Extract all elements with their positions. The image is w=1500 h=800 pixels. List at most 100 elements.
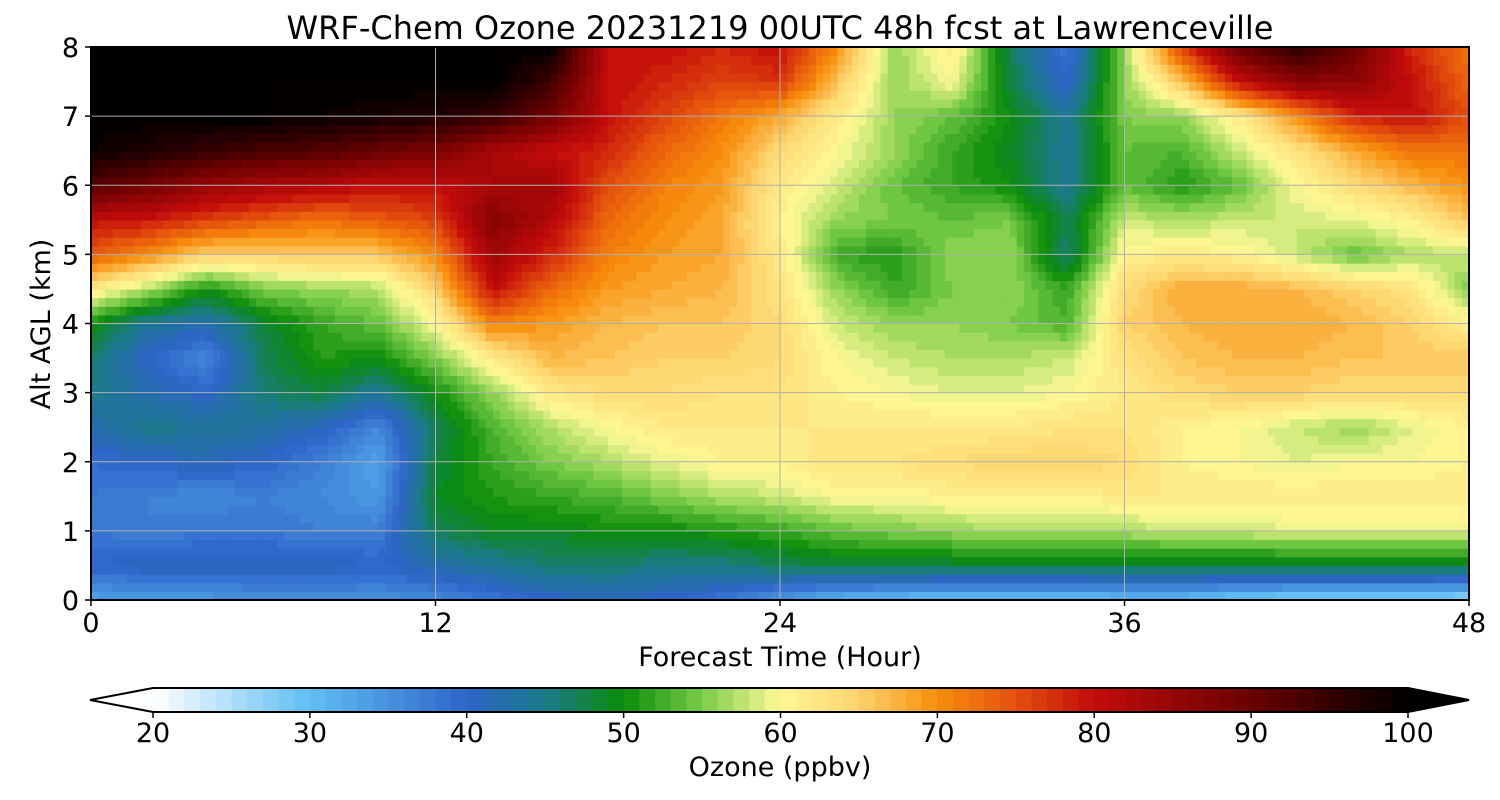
ozone-cell <box>1009 383 1018 394</box>
ozone-cell <box>1339 487 1348 497</box>
ozone-cell <box>528 591 537 601</box>
ozone-cell <box>937 453 946 463</box>
ozone-cell <box>557 582 566 592</box>
ozone-cell <box>586 539 594 549</box>
ozone-cell <box>1138 409 1147 420</box>
ozone-cell <box>1196 574 1205 584</box>
ozone-cell <box>614 556 623 567</box>
ozone-cell <box>1440 375 1449 385</box>
ozone-cell <box>1354 418 1362 428</box>
ozone-cell <box>1038 427 1047 437</box>
ozone-cell <box>514 522 523 532</box>
ozone-cell <box>837 444 846 454</box>
ozone-cell <box>693 522 702 532</box>
ozone-cell <box>1203 401 1212 411</box>
ozone-cell <box>1117 444 1126 454</box>
ozone-cell <box>1253 453 1262 463</box>
ozone-cell <box>1311 556 1319 567</box>
ozone-cell <box>399 401 408 411</box>
ozone-cell <box>593 427 602 437</box>
ozone-cell <box>708 556 717 567</box>
ozone-cell <box>1052 444 1061 454</box>
ozone-cell <box>471 383 480 394</box>
ozone-cell <box>988 565 996 575</box>
ozone-cell <box>765 375 774 385</box>
ozone-cell <box>880 565 889 575</box>
ozone-cell <box>880 539 889 549</box>
ozone-cell <box>248 565 257 575</box>
ozone-cell <box>937 574 946 584</box>
ozone-cell <box>442 444 451 454</box>
ozone-cell <box>1181 487 1190 497</box>
ozone-cell <box>909 435 917 446</box>
ozone-cell <box>1418 418 1427 428</box>
ozone-cell <box>765 530 774 541</box>
ozone-cell <box>184 591 193 601</box>
ozone-cell <box>937 409 946 420</box>
ozone-cell <box>162 383 171 394</box>
ozone-cell <box>105 461 114 471</box>
ozone-cell <box>851 504 860 515</box>
ozone-cell <box>1102 522 1111 532</box>
ozone-cell <box>1397 444 1406 454</box>
ozone-cell <box>1052 548 1061 558</box>
ozone-cell <box>134 591 142 601</box>
ozone-cell <box>966 574 975 584</box>
ozone-cell <box>435 539 444 549</box>
ozone-cell <box>1461 383 1470 394</box>
ozone-cell <box>1059 522 1068 532</box>
ozone-cell <box>1095 582 1104 592</box>
ozone-cell <box>952 496 961 506</box>
ozone-cell <box>988 409 996 420</box>
ozone-cell <box>966 375 975 385</box>
ozone-cell <box>198 444 207 454</box>
ozone-cell <box>1203 539 1212 549</box>
ozone-cell <box>1224 504 1233 515</box>
ozone-cell <box>708 383 717 394</box>
ozone-cell <box>464 461 472 471</box>
ozone-cell <box>909 574 917 584</box>
ozone-cell <box>693 375 702 385</box>
ozone-cell <box>528 479 537 489</box>
ozone-cell <box>1354 548 1362 558</box>
ozone-cell <box>457 375 465 385</box>
ozone-cell <box>1390 522 1398 532</box>
ozone-cell <box>385 453 394 463</box>
ozone-cell <box>1325 504 1334 515</box>
ozone-cell <box>1461 513 1470 523</box>
ozone-cell <box>858 427 867 437</box>
ozone-cell <box>363 479 372 489</box>
ozone-cell <box>686 487 695 497</box>
ozone-cell <box>1454 539 1463 549</box>
ozone-cell <box>758 409 767 420</box>
ozone-cell <box>1110 444 1118 454</box>
ozone-cell <box>1052 392 1061 402</box>
ozone-cell <box>1110 427 1118 437</box>
ozone-cell <box>1375 479 1384 489</box>
ozone-cell <box>1418 461 1427 471</box>
ozone-cell <box>794 556 803 567</box>
ozone-cell <box>198 548 207 558</box>
ozone-cell <box>600 582 609 592</box>
ozone-cell <box>392 522 401 532</box>
ozone-cell <box>586 444 594 454</box>
ozone-cell <box>1375 470 1384 480</box>
ozone-cell <box>1224 487 1233 497</box>
ozone-cell <box>686 409 695 420</box>
ozone-cell <box>787 470 795 480</box>
ozone-cell <box>421 582 429 592</box>
ozone-cell <box>98 539 106 549</box>
ozone-cell <box>248 392 257 402</box>
ozone-cell <box>1174 591 1183 601</box>
ozone-cell <box>629 565 638 575</box>
ozone-cell <box>622 530 630 541</box>
ozone-cell <box>1332 479 1341 489</box>
ozone-cell <box>815 375 824 385</box>
ozone-cell <box>335 522 343 532</box>
ozone-cell <box>1016 522 1025 532</box>
ozone-cell <box>1002 496 1011 506</box>
ozone-cell <box>1203 383 1212 394</box>
ozone-cell <box>177 539 185 549</box>
ozone-cell <box>1045 548 1054 558</box>
ozone-cell <box>428 383 437 394</box>
